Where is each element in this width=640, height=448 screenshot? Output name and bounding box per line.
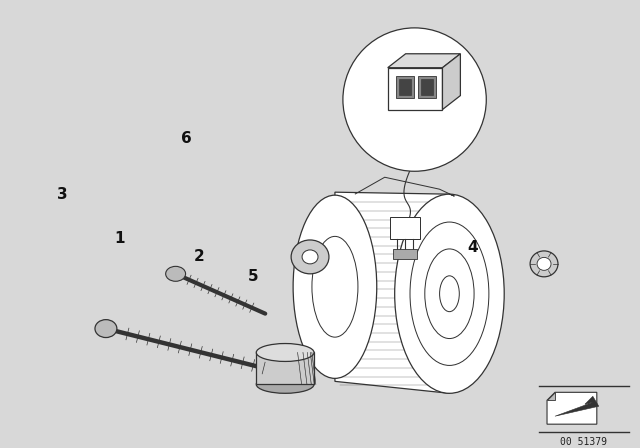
- Polygon shape: [547, 392, 597, 424]
- FancyBboxPatch shape: [390, 217, 420, 239]
- Text: 3: 3: [56, 186, 67, 202]
- FancyBboxPatch shape: [417, 76, 435, 98]
- Polygon shape: [555, 396, 599, 416]
- Text: 6: 6: [181, 131, 191, 146]
- Ellipse shape: [291, 240, 329, 274]
- FancyBboxPatch shape: [420, 79, 433, 95]
- Polygon shape: [388, 54, 460, 68]
- Ellipse shape: [395, 194, 504, 393]
- Ellipse shape: [166, 267, 186, 281]
- Text: 5: 5: [248, 269, 259, 284]
- Text: 00 51379: 00 51379: [561, 437, 607, 447]
- Ellipse shape: [256, 344, 314, 362]
- Ellipse shape: [530, 251, 558, 277]
- Circle shape: [343, 28, 486, 171]
- FancyBboxPatch shape: [388, 68, 442, 109]
- FancyBboxPatch shape: [399, 79, 411, 95]
- Ellipse shape: [537, 258, 551, 270]
- Polygon shape: [256, 353, 314, 384]
- Text: 4: 4: [468, 240, 478, 255]
- Ellipse shape: [95, 319, 117, 337]
- Polygon shape: [547, 392, 555, 400]
- Ellipse shape: [293, 195, 377, 379]
- Ellipse shape: [302, 250, 318, 264]
- FancyBboxPatch shape: [393, 249, 417, 259]
- Polygon shape: [335, 192, 449, 393]
- FancyBboxPatch shape: [396, 76, 413, 98]
- Text: 2: 2: [193, 249, 204, 264]
- Polygon shape: [442, 54, 460, 109]
- Ellipse shape: [256, 375, 314, 393]
- Text: 1: 1: [114, 231, 125, 246]
